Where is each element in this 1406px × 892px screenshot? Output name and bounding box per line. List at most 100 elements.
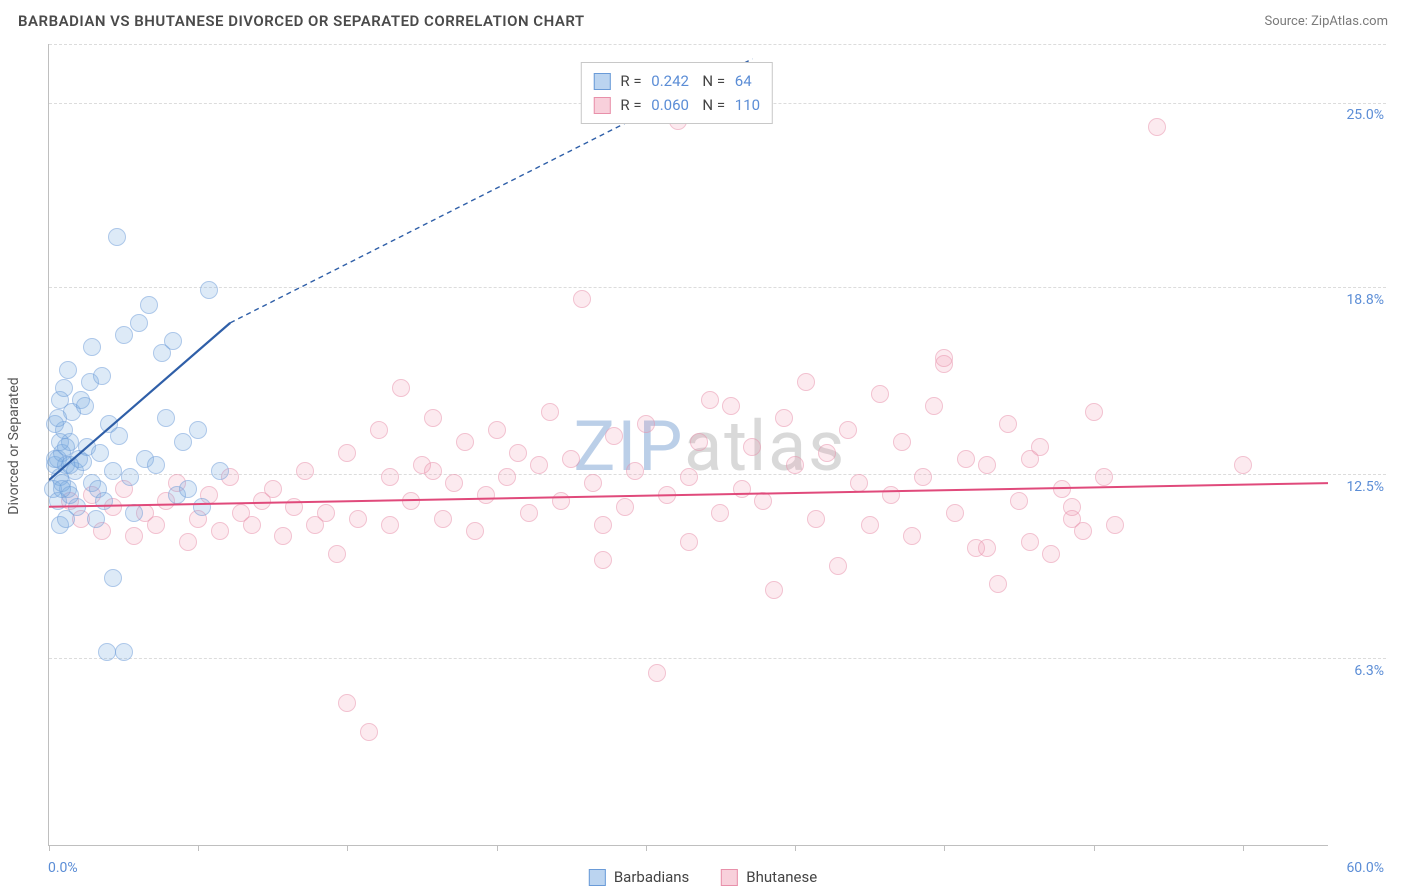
data-point — [83, 338, 101, 356]
n-value: 64 — [735, 69, 752, 93]
data-point — [243, 516, 261, 534]
data-point — [498, 468, 516, 486]
data-point — [125, 504, 143, 522]
data-point — [1095, 468, 1113, 486]
data-point — [530, 456, 548, 474]
legend-label: Bhutanese — [746, 868, 817, 886]
data-point — [424, 462, 442, 480]
data-point — [49, 409, 67, 427]
x-tick — [347, 845, 348, 851]
data-point — [637, 415, 655, 433]
data-point — [754, 492, 772, 510]
legend-label: Barbadians — [614, 868, 689, 886]
data-point — [317, 504, 335, 522]
data-point — [57, 438, 75, 456]
x-tick — [49, 845, 50, 851]
data-point — [434, 510, 452, 528]
data-point — [1234, 456, 1252, 474]
data-point — [55, 379, 73, 397]
data-point — [285, 498, 303, 516]
chart-title: BARBADIAN VS BHUTANESE DIVORCED OR SEPAR… — [18, 12, 585, 30]
data-point — [174, 433, 192, 451]
legend: Barbadians Bhutanese — [589, 868, 817, 886]
data-point — [110, 427, 128, 445]
data-point — [1074, 522, 1092, 540]
data-point — [76, 397, 94, 415]
stat-label: N = — [695, 69, 729, 93]
data-point — [130, 314, 148, 332]
data-point — [562, 450, 580, 468]
data-point — [1085, 403, 1103, 421]
data-point — [829, 557, 847, 575]
data-point — [274, 527, 292, 545]
data-point — [381, 468, 399, 486]
data-point — [402, 492, 420, 510]
data-point — [57, 510, 75, 528]
data-point — [957, 450, 975, 468]
data-point — [743, 438, 761, 456]
data-point — [893, 433, 911, 451]
data-point — [115, 643, 133, 661]
swatch-icon — [589, 869, 606, 886]
data-point — [125, 527, 143, 545]
data-point — [690, 433, 708, 451]
y-tick-label: 25.0% — [1346, 107, 1386, 123]
y-tick-label: 18.8% — [1346, 292, 1386, 308]
swatch-icon — [594, 97, 611, 114]
data-point — [360, 723, 378, 741]
data-point — [91, 444, 109, 462]
data-point — [1021, 533, 1039, 551]
data-point — [978, 539, 996, 557]
data-point — [797, 373, 815, 391]
data-point — [179, 480, 197, 498]
stats-row-barbadians: R = 0.242 N = 64 — [594, 69, 760, 93]
legend-item-bhutanese: Bhutanese — [721, 868, 817, 886]
x-tick — [1094, 845, 1095, 851]
gridline — [49, 658, 1386, 659]
data-point — [882, 486, 900, 504]
data-point — [648, 664, 666, 682]
data-point — [392, 379, 410, 397]
data-point — [711, 504, 729, 522]
data-point — [370, 421, 388, 439]
data-point — [1010, 492, 1028, 510]
stats-box: R = 0.242 N = 64 R = 0.060 N = 110 — [581, 62, 773, 124]
data-point — [466, 522, 484, 540]
data-point — [179, 533, 197, 551]
data-point — [509, 444, 527, 462]
data-point — [861, 516, 879, 534]
x-tick — [198, 845, 199, 851]
data-point — [147, 456, 165, 474]
data-point — [121, 468, 139, 486]
data-point — [381, 516, 399, 534]
data-point — [98, 643, 116, 661]
data-point — [903, 527, 921, 545]
data-point — [108, 228, 126, 246]
r-value: 0.060 — [651, 93, 689, 117]
data-point — [786, 456, 804, 474]
data-point — [701, 391, 719, 409]
data-point — [193, 498, 211, 516]
stats-row-bhutanese: R = 0.060 N = 110 — [594, 93, 760, 117]
data-point — [140, 296, 158, 314]
data-point — [211, 462, 229, 480]
data-point — [616, 498, 634, 516]
y-tick-label: 6.3% — [1354, 663, 1386, 679]
x-min-label: 0.0% — [48, 860, 78, 876]
data-point — [61, 456, 79, 474]
stat-label: R = — [617, 69, 646, 93]
legend-item-barbadians: Barbadians — [589, 868, 689, 886]
data-point — [104, 462, 122, 480]
source-label: Source: ZipAtlas.com — [1264, 14, 1388, 29]
data-point — [445, 474, 463, 492]
x-tick — [944, 845, 945, 851]
data-point — [1063, 498, 1081, 516]
watermark: ZIPatlas — [573, 406, 846, 488]
n-value: 110 — [735, 93, 760, 117]
data-point — [338, 444, 356, 462]
data-point — [200, 281, 218, 299]
data-point — [1042, 545, 1060, 563]
data-point — [765, 581, 783, 599]
data-point — [605, 427, 623, 445]
data-point — [1021, 450, 1039, 468]
